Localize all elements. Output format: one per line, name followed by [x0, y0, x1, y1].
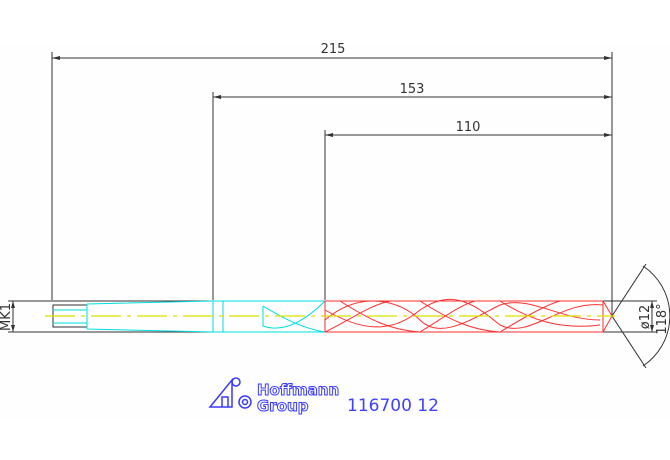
- dim-diameter-label: ø12: [638, 305, 653, 330]
- dim-angle-label: 118°: [655, 303, 670, 334]
- logo-line2: Group: [257, 397, 309, 415]
- dimension-lines: [8, 52, 670, 369]
- part-number: 116700 12: [347, 396, 439, 416]
- dim-153-label: 153: [400, 82, 425, 97]
- dim-overall-label: 215: [321, 42, 346, 57]
- logo-line1: Hoffmann: [257, 381, 339, 399]
- dim-mk1-label: MK1: [0, 303, 14, 331]
- flute-section: [324, 298, 613, 333]
- drawing-area: [0, 45, 670, 420]
- dim-110-label: 110: [456, 120, 481, 135]
- logo-mark-icon: [208, 377, 252, 409]
- hoffmann-logo: Hoffmann Group: [208, 377, 340, 416]
